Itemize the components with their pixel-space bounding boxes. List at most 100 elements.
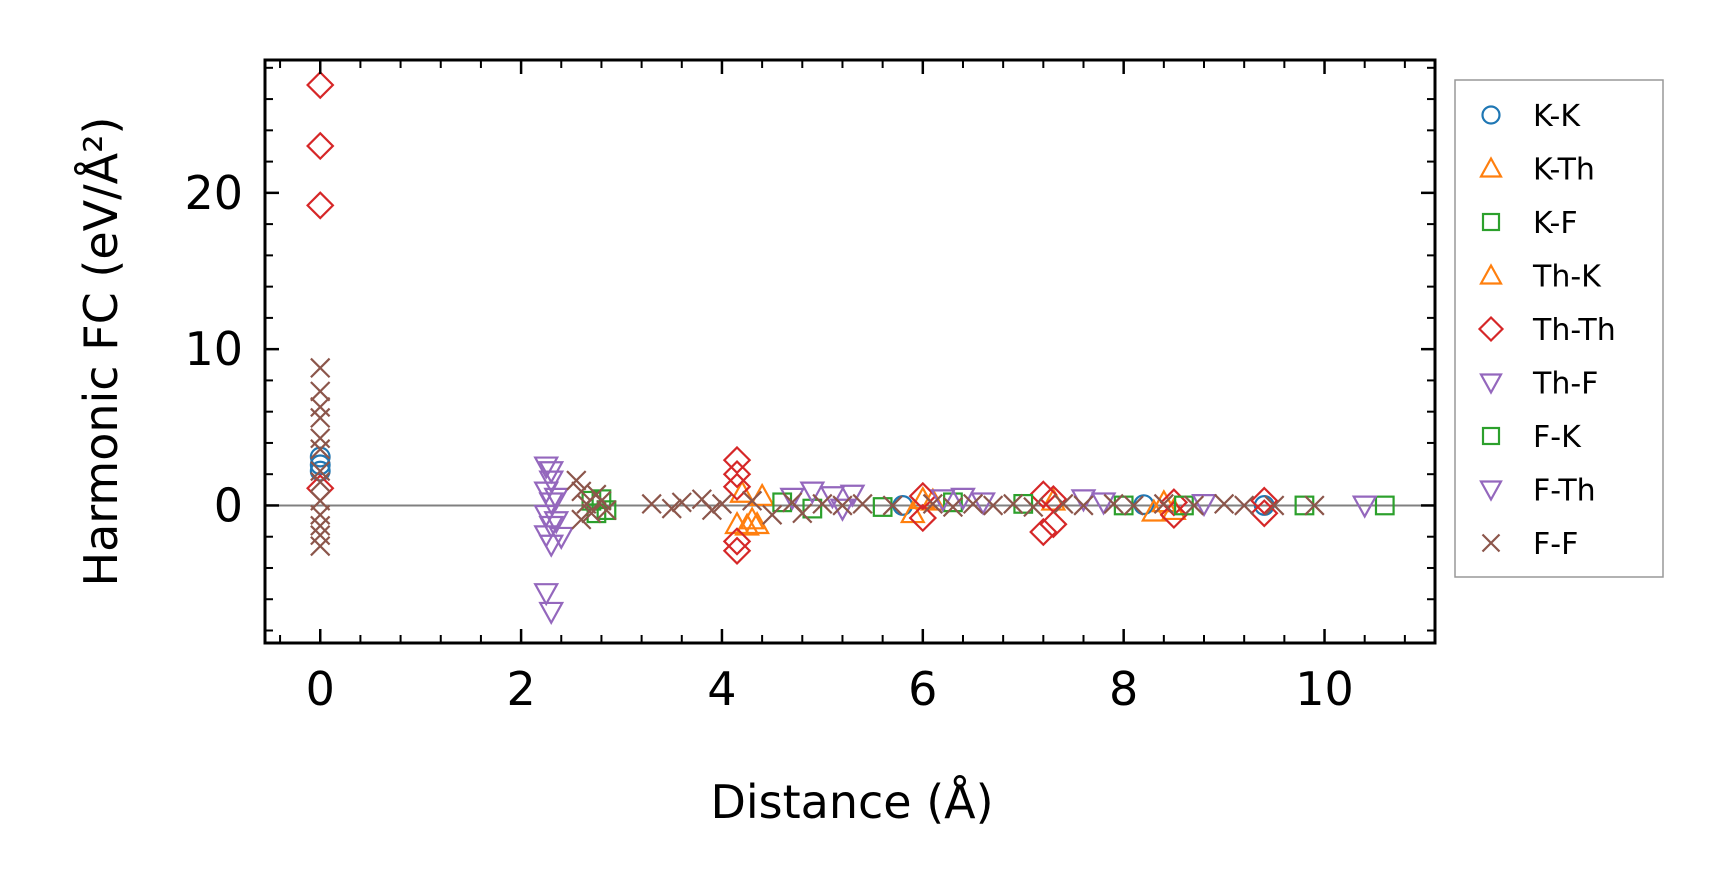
x-tick-label: 4 — [707, 662, 736, 716]
plot-frame — [263, 58, 1437, 645]
data-point — [722, 472, 752, 501]
data-point — [779, 487, 806, 511]
data-point — [819, 486, 846, 510]
data-point — [310, 381, 331, 402]
series-th-th — [306, 70, 1279, 565]
data-point — [739, 506, 765, 530]
data-point — [799, 481, 826, 505]
data-point — [310, 490, 331, 511]
data-point — [538, 492, 565, 516]
ticks-layer — [265, 60, 1435, 643]
data-point — [1029, 517, 1058, 547]
data-point — [1070, 489, 1097, 513]
points-layer — [306, 70, 1395, 626]
legend-label: Th-F — [1532, 367, 1598, 402]
x-tick-label: 6 — [908, 662, 937, 716]
data-point — [1053, 493, 1074, 515]
series-th-f — [533, 456, 1378, 626]
data-point — [852, 493, 873, 515]
legend-label: Th-K — [1532, 260, 1602, 295]
y-tick-label: 20 — [184, 166, 243, 220]
data-point — [762, 504, 783, 525]
data-point — [741, 490, 763, 511]
data-point — [722, 527, 752, 556]
legend-label: Th-Th — [1532, 313, 1616, 348]
legend: K-K K-Th K-F Th-K Th-Th Th-F F-K F-Th F-F — [1454, 79, 1664, 578]
data-point — [1103, 493, 1124, 515]
data-point — [533, 583, 560, 607]
data-point — [832, 495, 853, 516]
data-point — [571, 509, 592, 530]
data-point — [729, 479, 755, 503]
data-point — [734, 512, 760, 536]
legend-marker — [1481, 533, 1501, 553]
data-point — [538, 534, 565, 558]
data-point — [1351, 495, 1378, 519]
data-point — [908, 503, 938, 533]
data-point — [543, 511, 570, 535]
data-point — [310, 515, 331, 536]
legend-item: Th-F — [1479, 367, 1598, 402]
y-axis-label: Harmonic FC (eV/Å²) — [74, 117, 128, 587]
data-point — [1264, 495, 1285, 516]
data-point — [306, 191, 335, 220]
data-point — [1374, 495, 1395, 516]
data-point — [566, 470, 587, 491]
data-point — [309, 460, 331, 482]
data-point — [922, 493, 943, 515]
data-point — [942, 496, 964, 518]
legend-item: Th-K — [1479, 260, 1602, 295]
legend-marker — [1479, 156, 1503, 178]
data-point — [596, 500, 617, 521]
data-point — [548, 526, 575, 550]
data-point — [882, 495, 903, 516]
legend-items: K-K K-Th K-F Th-K Th-Th Th-F F-K F-Th F-F — [1477, 99, 1616, 562]
x-tick-label: 10 — [1295, 662, 1354, 716]
legend-marker — [1481, 212, 1501, 232]
data-point — [1090, 492, 1117, 516]
data-point — [310, 407, 331, 429]
data-point — [982, 495, 1004, 516]
data-point — [1039, 510, 1068, 539]
legend-item: Th-Th — [1477, 313, 1616, 348]
data-point — [1250, 499, 1279, 528]
data-point — [538, 601, 565, 626]
data-point — [701, 500, 723, 521]
data-point — [1183, 495, 1205, 516]
legend-marker — [1479, 373, 1503, 395]
tick-labels-layer: 0 2 4 6 8 10 0 10 20 — [184, 166, 1353, 716]
data-point — [310, 504, 331, 525]
legend-item: K-K — [1481, 99, 1581, 134]
data-point — [641, 493, 662, 515]
legend-label: K-K — [1533, 99, 1581, 134]
legend-label: F-K — [1533, 420, 1582, 455]
series-f-f — [310, 357, 1325, 557]
legend-marker — [1479, 263, 1503, 285]
data-point — [310, 396, 331, 418]
legend-label: F-Th — [1533, 474, 1596, 509]
data-point — [1023, 496, 1044, 518]
data-point — [1039, 484, 1068, 514]
legend-marker — [1481, 426, 1501, 446]
data-point — [310, 525, 331, 546]
data-point — [1159, 488, 1189, 517]
data-point — [722, 536, 752, 565]
data-point — [310, 535, 331, 557]
legend-item: F-F — [1481, 527, 1578, 562]
legend-marker — [1479, 480, 1503, 502]
legend-marker — [1477, 315, 1505, 343]
data-point — [1250, 486, 1279, 515]
data-point — [1123, 495, 1144, 516]
legend-label: K-F — [1533, 206, 1578, 241]
x-tick-label: 0 — [306, 662, 335, 716]
data-point — [538, 461, 565, 485]
data-point — [1159, 500, 1189, 530]
legend-item: K-F — [1481, 206, 1578, 241]
data-point — [591, 490, 612, 511]
legend-item: F-Th — [1479, 474, 1596, 509]
x-tick-label: 8 — [1109, 662, 1138, 716]
y-tick-label: 10 — [184, 322, 243, 376]
data-point — [310, 428, 331, 449]
data-point — [962, 493, 984, 515]
